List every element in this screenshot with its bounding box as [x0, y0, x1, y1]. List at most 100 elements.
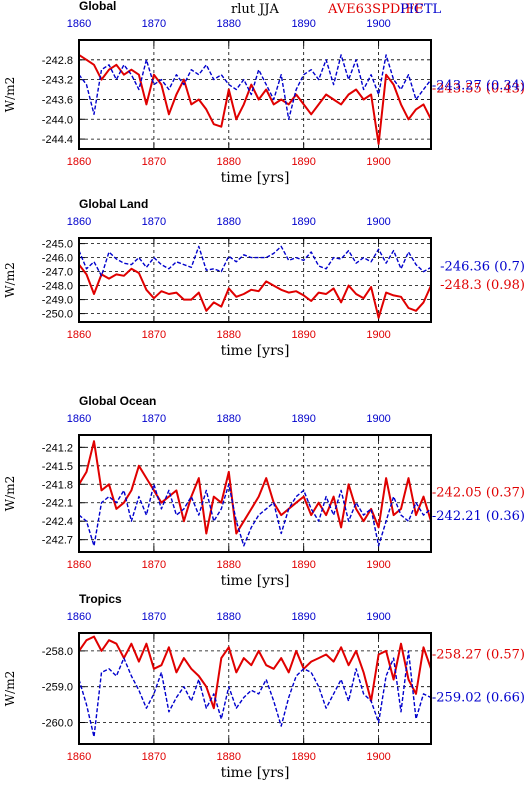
- chart-panel-3: Global Ocean 1860 1860 1870 1870 1880 1880 1890…: [3, 394, 525, 589]
- x-tick-label-top: 1900: [366, 611, 390, 623]
- series-stat-label: -243.55 (0.43): [432, 81, 525, 96]
- x-tick-label-top: 1860: [67, 413, 91, 425]
- x-tick-label-top: 1870: [142, 611, 166, 623]
- x-tick-label-top: 1870: [142, 18, 166, 30]
- x-tick-label-top: 1900: [366, 413, 390, 425]
- x-tick-label-bottom: 1890: [291, 156, 315, 168]
- x-tick-label-bottom: 1880: [217, 329, 241, 341]
- x-axis-label: time [yrs]: [221, 170, 290, 186]
- y-tick-label: -241.5: [42, 461, 73, 473]
- x-tick-label-bottom: 1870: [142, 751, 166, 763]
- x-tick-label-bottom: 1870: [142, 329, 166, 341]
- y-tick-label: -250.0: [42, 309, 73, 321]
- x-tick-label-bottom: 1900: [366, 156, 390, 168]
- x-tick-label-bottom: 1860: [67, 329, 91, 341]
- x-tick-label-top: 1860: [67, 18, 91, 30]
- x-axis-label: time [yrs]: [221, 765, 290, 781]
- y-tick-label: -242.8: [42, 55, 73, 67]
- x-tick-label-top: 1900: [366, 216, 390, 228]
- series-stat-label: -242.05 (0.37): [432, 486, 525, 501]
- y-axis-label: W/m2: [3, 77, 17, 112]
- x-tick-label-bottom: 1860: [67, 751, 91, 763]
- y-axis-label: W/m2: [3, 476, 17, 511]
- x-tick-label-top: 1880: [217, 611, 241, 623]
- plot-frame: [78, 237, 432, 323]
- chart-panel-4: Tropics 1860 1860 1870 1870 1880 1880 1890 1890 1…: [3, 592, 525, 781]
- x-tick-label-bottom: 1880: [217, 751, 241, 763]
- x-axis-label: time [yrs]: [221, 573, 290, 589]
- series-stat-label: -258.27 (0.57): [432, 647, 525, 662]
- series-stat-label: -246.36 (0.7): [440, 260, 525, 275]
- y-tick-label: -241.8: [42, 479, 73, 491]
- y-tick-label: -246.0: [42, 253, 73, 265]
- x-tick-label-bottom: 1860: [67, 559, 91, 571]
- y-axis-label: W/m2: [3, 671, 17, 706]
- x-tick-label-bottom: 1880: [217, 156, 241, 168]
- x-tick-label-top: 1880: [217, 18, 241, 30]
- series-stat-label: -242.21 (0.36): [432, 509, 525, 524]
- x-tick-label-top: 1890: [291, 18, 315, 30]
- chart-panel-1: Global 1860 1860 1870 1870 1880 1880 1890 1890 19…: [3, 0, 525, 186]
- chart-panel-2: Global Land 1860 1860 1870 1870 1880 1880 1890 1…: [3, 197, 525, 359]
- plot-frame: [78, 434, 432, 553]
- x-tick-label-top: 1890: [291, 216, 315, 228]
- panel-title: Global Ocean: [79, 394, 156, 408]
- x-tick-label-bottom: 1890: [291, 751, 315, 763]
- series-line-ctl: [78, 650, 432, 738]
- series-line-exp: [78, 263, 432, 319]
- y-tick-label: -244.0: [42, 114, 73, 126]
- y-tick-label: -242.7: [42, 535, 73, 547]
- y-tick-label: -248.0: [42, 281, 73, 293]
- x-tick-label-top: 1890: [291, 611, 315, 623]
- series-stat-label: -248.3 (0.98): [440, 278, 525, 293]
- series-line-exp: [78, 635, 432, 710]
- x-tick-label-top: 1870: [142, 216, 166, 228]
- y-tick-label: -249.0: [42, 295, 73, 307]
- x-tick-label-bottom: 1880: [217, 559, 241, 571]
- series-stat-label: -243.27 (0.34): [432, 79, 525, 94]
- x-tick-label-bottom: 1900: [366, 559, 390, 571]
- x-tick-label-bottom: 1900: [366, 329, 390, 341]
- plot-frame: [78, 632, 432, 745]
- chart-panels: Global 1860 1860 1870 1870 1880 1880 1890 1890 19…: [3, 0, 525, 781]
- x-tick-label-top: 1880: [217, 216, 241, 228]
- x-tick-label-top: 1870: [142, 413, 166, 425]
- y-tick-label: -247.0: [42, 267, 73, 279]
- y-tick-label: -258.0: [42, 646, 73, 658]
- series-line-ctl: [78, 54, 432, 121]
- y-tick-label: -244.4: [42, 134, 73, 146]
- series-line-ctl: [78, 245, 432, 277]
- series-line-exp: [78, 54, 432, 145]
- series-stat-label: -259.02 (0.66): [432, 691, 525, 706]
- y-tick-label: -260.0: [42, 718, 73, 730]
- panel-title: Global Land: [79, 197, 148, 211]
- x-tick-label-bottom: 1870: [142, 559, 166, 571]
- x-tick-label-bottom: 1860: [67, 156, 91, 168]
- x-tick-label-bottom: 1900: [366, 751, 390, 763]
- y-tick-label: -242.1: [42, 498, 73, 510]
- x-tick-label-bottom: 1870: [142, 156, 166, 168]
- exp-legend-label: AVE63SPDIFF: [327, 2, 423, 17]
- y-tick-label: -259.0: [42, 682, 73, 694]
- y-tick-label: -241.2: [42, 442, 73, 454]
- y-tick-label: -242.4: [42, 516, 73, 528]
- x-tick-label-top: 1890: [291, 413, 315, 425]
- x-tick-label-top: 1880: [217, 413, 241, 425]
- ctl-legend-label: PICTL: [400, 2, 442, 17]
- y-axis-label: W/m2: [3, 262, 17, 297]
- x-tick-label-top: 1860: [67, 216, 91, 228]
- x-tick-label-top: 1900: [366, 18, 390, 30]
- plot-frame: [78, 39, 432, 150]
- x-tick-label-bottom: 1890: [291, 559, 315, 571]
- y-tick-label: -243.2: [42, 75, 73, 87]
- y-tick-label: -243.6: [42, 94, 73, 106]
- x-axis-label: time [yrs]: [221, 343, 290, 359]
- series-line-ctl: [78, 483, 432, 547]
- y-tick-label: -245.0: [42, 239, 73, 251]
- panel-title: Global: [79, 0, 116, 13]
- variable-title: rlut JJA: [231, 2, 280, 17]
- x-tick-label-bottom: 1890: [291, 329, 315, 341]
- x-tick-label-top: 1860: [67, 611, 91, 623]
- panel-title: Tropics: [79, 592, 122, 606]
